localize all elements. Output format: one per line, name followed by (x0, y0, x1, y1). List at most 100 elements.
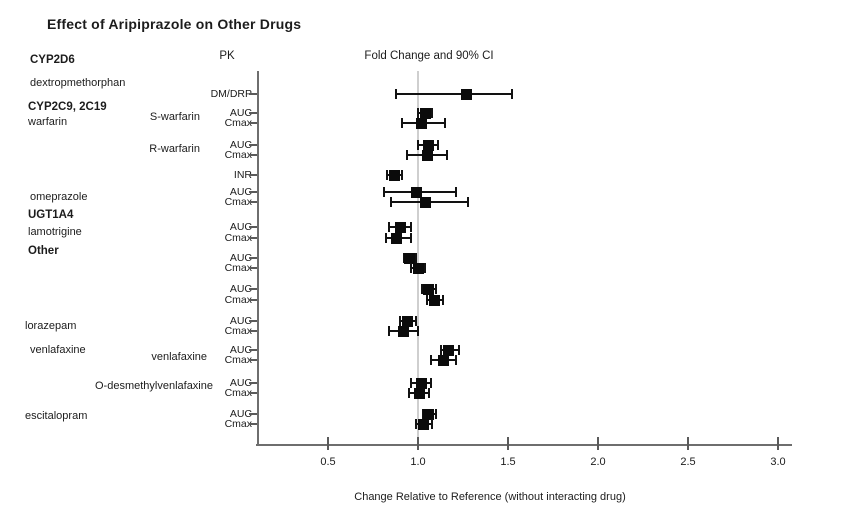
pk-row-label: Cmax (224, 387, 252, 399)
pk-row-label: Cmax (224, 232, 252, 244)
ci-cap-right (445, 150, 448, 160)
y-axis-tick (249, 392, 257, 394)
ci-cap-left (417, 140, 419, 150)
y-axis-tick (249, 122, 257, 124)
y-axis-tick (249, 299, 257, 301)
ci-cap-left (395, 89, 398, 99)
chart-title: Effect of Aripiprazole on Other Drugs (47, 16, 302, 32)
x-axis-tick-label: 2.5 (680, 456, 696, 468)
ci-cap-left (409, 263, 412, 273)
ci-cap-right (454, 187, 457, 197)
y-axis-tick (249, 423, 257, 425)
x-axis-tick (597, 437, 599, 450)
x-axis-label: Change Relative to Reference (without in… (354, 491, 626, 503)
pk-row-label: Cmax (224, 149, 252, 161)
point-estimate-marker (416, 377, 428, 389)
pk-row-label: Cmax (224, 325, 252, 337)
pk-row-label: Cmax (224, 262, 252, 274)
group-label: CYP2C9, 2C19 (28, 101, 107, 113)
pk-row-label: DM/DRP (210, 88, 252, 100)
y-axis-line (257, 71, 259, 446)
group-label: dextropmethorphan (30, 77, 126, 89)
y-axis-tick (249, 93, 257, 95)
point-estimate-marker (421, 149, 433, 161)
pk-row-label: AUC (229, 186, 252, 198)
ci-cap-right (429, 378, 432, 388)
point-estimate-marker (423, 408, 435, 420)
ci-cap-right (415, 253, 418, 263)
y-axis-tick (249, 201, 257, 203)
x-axis-tick (777, 437, 779, 450)
y-axis-tick (249, 413, 257, 415)
drug-sublabel: R-warfarin (149, 143, 200, 155)
ci-cap-right (415, 316, 418, 326)
point-estimate-marker (390, 232, 402, 244)
point-estimate-marker (401, 315, 413, 327)
y-axis-tick (249, 267, 257, 269)
drug-sublabel: venlafaxine (151, 351, 207, 363)
y-axis-tick (249, 359, 257, 361)
point-estimate-marker (389, 169, 401, 181)
pk-row-label: AUC (229, 377, 252, 389)
ci-cap-right (435, 284, 437, 294)
ci-cap-left (406, 150, 409, 160)
ci-cap-left (408, 388, 410, 398)
y-axis-tick (249, 237, 257, 239)
y-axis-tick (249, 320, 257, 322)
drug-sublabel: S-warfarin (149, 111, 200, 123)
ci-cap-left (409, 378, 412, 388)
point-estimate-marker (412, 262, 424, 274)
ci-cap-right (458, 345, 461, 355)
ci-cap-right (454, 355, 457, 365)
reference-line (417, 71, 419, 444)
group-label: venlafaxine (30, 344, 86, 356)
point-estimate-marker (398, 325, 410, 337)
y-axis-tick (249, 144, 257, 146)
point-estimate-marker (461, 88, 473, 100)
x-axis-tick (417, 437, 419, 450)
pk-row-label: AUC (229, 139, 252, 151)
ci-cap-right (510, 89, 513, 99)
ci-cap-right (424, 263, 427, 273)
pk-row-label: Cmax (224, 354, 252, 366)
pk-row-label: AUC (229, 408, 252, 420)
point-estimate-marker (443, 344, 455, 356)
ci-cap-right (435, 409, 437, 419)
pk-row-label: AUC (229, 283, 252, 295)
group-label: Other (28, 245, 59, 257)
pk-row-label: AUC (229, 315, 252, 327)
pk-row-label: AUC (229, 252, 252, 264)
ci-cap-left (420, 284, 423, 294)
pk-column-header: PK (219, 50, 235, 62)
x-axis-tick (507, 437, 509, 450)
ci-cap-left (388, 326, 391, 336)
ci-cap-left (384, 233, 387, 243)
point-estimate-marker (428, 294, 440, 306)
group-label: warfarin (28, 116, 68, 128)
point-estimate-marker (403, 252, 415, 264)
y-axis-tick (249, 330, 257, 332)
y-axis-tick (249, 382, 257, 384)
y-axis-tick (249, 257, 257, 259)
point-estimate-marker (423, 139, 435, 151)
ci-cap-right (409, 233, 412, 243)
y-axis-tick (249, 226, 257, 228)
y-axis-tick (249, 191, 257, 193)
ci-cap-right (400, 170, 403, 180)
point-estimate-marker (394, 221, 406, 233)
ci-cap-left (440, 345, 443, 355)
ci-cap-right (436, 140, 439, 150)
y-axis-tick (249, 112, 257, 114)
group-label: lamotrigine (28, 226, 82, 238)
ci-cap-left (399, 316, 401, 326)
ci-cap-right (409, 222, 412, 232)
group-label: CYP2D6 (30, 54, 75, 66)
ci-column-header: Fold Change and 90% CI (364, 50, 494, 62)
x-axis-tick (327, 437, 329, 450)
group-label: UGT1A4 (28, 209, 74, 221)
x-axis-tick-label: 3.0 (770, 456, 786, 468)
group-label: escitalopram (25, 410, 88, 422)
pk-row-label: Cmax (224, 294, 252, 306)
point-estimate-marker (419, 107, 431, 119)
